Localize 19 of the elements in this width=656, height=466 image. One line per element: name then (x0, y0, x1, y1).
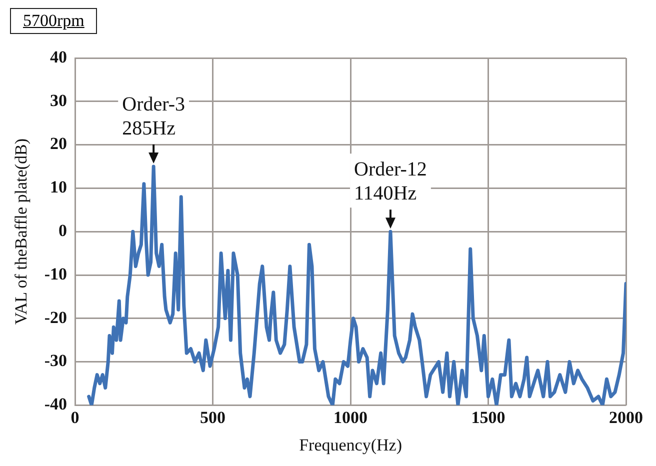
y-tick-label: 0 (58, 220, 68, 240)
x-tick-label: 2000 (609, 408, 643, 427)
y-tick-label: 20 (50, 134, 68, 154)
x-axis-title: Frequency(Hz) (299, 435, 402, 454)
annotation: Order-12 1140Hz (354, 158, 427, 205)
x-tick-label: 500 (200, 408, 226, 427)
y-tick-label: 40 (50, 47, 68, 66)
y-tick-label: -30 (44, 351, 68, 370)
x-tick-label: 1500 (471, 408, 506, 427)
chart-title: 5700rpm (10, 8, 98, 34)
annotation: Order-3 285Hz (122, 94, 186, 140)
x-tick-label: 0 (70, 408, 80, 427)
y-tick-label: 10 (50, 178, 68, 197)
y-tick-label: -40 (44, 394, 68, 414)
x-tick-label: 1000 (334, 408, 368, 427)
y-tick-label: -20 (44, 308, 68, 327)
y-axis-title: VAL of theBaffle plate(dB) (12, 138, 31, 325)
y-tick-label: 30 (50, 90, 68, 110)
y-tick-label: -10 (44, 264, 68, 284)
